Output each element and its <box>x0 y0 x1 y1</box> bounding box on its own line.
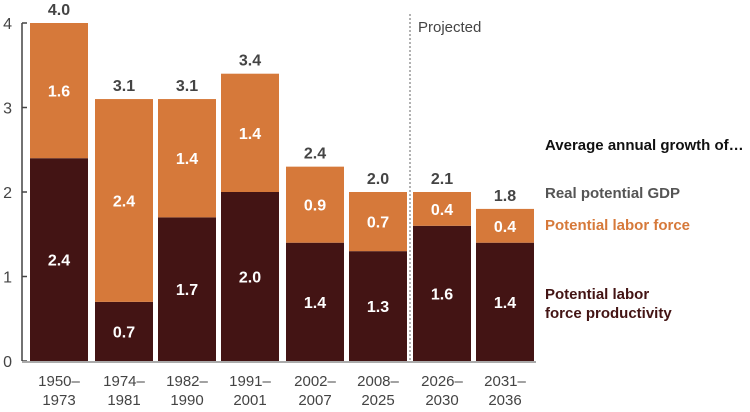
x-tick-label: 2025 <box>361 392 394 409</box>
segment-label: 2.0 <box>239 270 261 287</box>
projected-label: Projected <box>418 19 481 36</box>
segment-label: 2.4 <box>113 193 135 210</box>
bar-segment <box>221 73 279 192</box>
bar-segment <box>30 158 88 361</box>
x-tick-label: 1991– <box>229 373 271 390</box>
segment-label: 1.6 <box>48 84 70 101</box>
x-tick-label: 2030 <box>425 392 458 409</box>
total-label: 3.4 <box>239 53 261 70</box>
x-tick-label: 2036 <box>488 392 521 409</box>
total-label: 1.8 <box>494 188 516 205</box>
y-tick-label: 3 <box>3 101 12 118</box>
segment-label: 1.3 <box>367 299 389 316</box>
y-tick-label: 2 <box>3 185 12 202</box>
x-tick-label: 1950– <box>38 373 80 390</box>
bar-segment <box>221 192 279 361</box>
x-tick-label: 1981 <box>107 392 140 409</box>
x-tick-label: 2026– <box>421 373 463 390</box>
legend-productivity-line2: force productivity <box>545 305 672 322</box>
bar-segment <box>349 192 407 252</box>
x-tick-label: 2001 <box>233 392 266 409</box>
segment-label: 1.4 <box>176 151 198 168</box>
y-tick-label: 0 <box>3 354 12 371</box>
legend-productivity-line1: Potential labor <box>545 286 650 303</box>
segment-label: 1.7 <box>176 282 198 299</box>
bar-segment <box>286 166 344 243</box>
bar-segment <box>476 208 534 243</box>
legend-title: Average annual growth of… <box>545 137 744 154</box>
legend-productivity: Potential labor force productivity <box>545 285 672 323</box>
x-tick-label: 1973 <box>42 392 75 409</box>
bar-segment <box>413 225 471 361</box>
total-label: 2.1 <box>431 171 453 188</box>
segment-label: 2.4 <box>48 253 70 270</box>
segment-label: 1.6 <box>431 286 453 303</box>
x-tick-label: 2008– <box>357 373 399 390</box>
segment-label: 0.4 <box>431 202 453 219</box>
x-tick-label: 1974– <box>103 373 145 390</box>
x-tick-label: 2002– <box>294 373 336 390</box>
y-tick-label: 4 <box>3 16 12 33</box>
legend-total: Real potential GDP <box>545 185 681 202</box>
segment-label: 0.4 <box>494 219 516 236</box>
segment-label: 1.4 <box>239 126 261 143</box>
x-tick-label: 1990 <box>170 392 203 409</box>
bar-segment <box>476 242 534 361</box>
total-label: 2.0 <box>367 171 389 188</box>
bar-segment <box>286 242 344 361</box>
segment-label: 0.7 <box>367 215 389 232</box>
x-tick-label: 2031– <box>484 373 526 390</box>
x-tick-label: 2007 <box>298 392 331 409</box>
bar-segment <box>413 192 471 226</box>
bar-segment <box>349 251 407 361</box>
bar-segment <box>30 23 88 159</box>
bar-segment <box>158 217 216 361</box>
bar-segment <box>95 301 153 361</box>
x-tick-label: 1982– <box>166 373 208 390</box>
segment-label: 0.9 <box>304 198 326 215</box>
total-label: 3.1 <box>113 78 135 95</box>
total-label: 4.0 <box>48 2 70 19</box>
segment-label: 0.7 <box>113 324 135 341</box>
total-label: 3.1 <box>176 78 198 95</box>
bar-segment <box>158 99 216 218</box>
bar-segment <box>95 99 153 302</box>
total-label: 2.4 <box>304 146 326 163</box>
legend-labor-force: Potential labor force <box>545 217 691 234</box>
y-tick-label: 1 <box>3 270 12 287</box>
segment-label: 1.4 <box>494 295 516 312</box>
segment-label: 1.4 <box>304 295 326 312</box>
